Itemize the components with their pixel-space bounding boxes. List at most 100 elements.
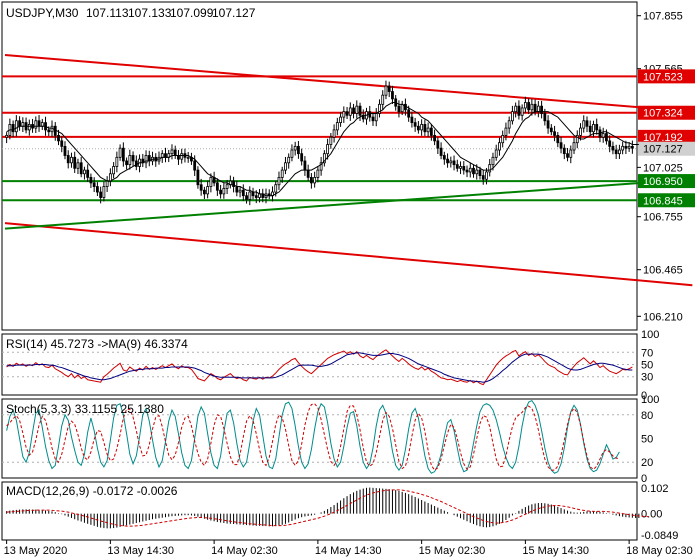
candle-body <box>588 125 592 133</box>
candle-body <box>371 116 375 122</box>
candle-body <box>306 169 310 178</box>
candle-body <box>5 134 9 138</box>
ohlc-low: 107.099 <box>170 6 214 20</box>
candle-body <box>112 166 116 175</box>
candle-body <box>459 166 462 169</box>
candle-body <box>566 153 569 158</box>
candle-body <box>472 167 475 175</box>
candle-body <box>579 127 582 136</box>
candle-body <box>543 113 547 122</box>
candle-body <box>215 182 219 191</box>
price-tick-label: 106.210 <box>643 311 683 323</box>
candle-body <box>553 131 556 136</box>
candle-body <box>416 125 420 131</box>
candle-body <box>400 103 404 113</box>
candle-body <box>96 186 99 193</box>
candle-body <box>21 122 25 127</box>
trendline <box>4 53 693 113</box>
price-tick-label: 106.465 <box>643 265 683 277</box>
candle-body <box>378 103 381 114</box>
time-tick-label: 13 May 2020 <box>4 545 68 557</box>
candle-body <box>494 149 498 158</box>
candle-body <box>186 156 190 159</box>
candle-body <box>332 129 336 138</box>
candle-body <box>131 155 135 162</box>
candle-body <box>206 186 210 195</box>
candle-body <box>284 162 287 171</box>
candle-body <box>575 134 579 144</box>
candle-body <box>125 160 128 166</box>
candle-body <box>595 124 599 131</box>
candle-body <box>481 175 485 180</box>
level-price-label: 106.845 <box>643 195 683 207</box>
candle-body <box>339 116 342 124</box>
candle-body <box>533 103 537 113</box>
candle-body <box>455 164 459 169</box>
candle-body <box>358 105 362 116</box>
candle-body <box>488 164 492 173</box>
macd-signal-line <box>6 489 649 527</box>
candle-body <box>514 105 518 113</box>
ohlc-open: 107.113 <box>86 6 129 20</box>
trendline <box>4 178 693 230</box>
candle-body <box>277 177 281 186</box>
candle-body <box>241 189 245 197</box>
rsi-tick-label: 0 <box>641 390 647 402</box>
candle-body <box>108 173 112 182</box>
candle-body <box>60 140 64 147</box>
candle-body <box>115 156 119 167</box>
candle-body <box>355 105 359 114</box>
candle-body <box>251 191 255 197</box>
candle-body <box>611 145 615 151</box>
candle-body <box>238 189 242 193</box>
candle-body <box>76 162 80 169</box>
candle-body <box>128 155 132 166</box>
candle-body <box>248 191 252 200</box>
candle-body <box>549 127 553 133</box>
candle-body <box>446 158 449 164</box>
candle-body <box>605 133 608 142</box>
candle-body <box>391 91 394 100</box>
candle-body <box>118 147 122 158</box>
candle-body <box>235 186 239 193</box>
rsi-tick-label: 70 <box>641 347 653 359</box>
candle-body <box>429 127 433 136</box>
candle-body <box>209 177 213 187</box>
rsi-tick-label: 100 <box>641 329 659 341</box>
candle-body <box>601 133 605 138</box>
level-price-tag <box>638 105 695 120</box>
candle-body <box>397 105 401 113</box>
rsi-ma-line <box>6 352 633 383</box>
candle-body <box>345 111 349 116</box>
candle-body <box>63 145 67 156</box>
candle-body <box>254 195 258 198</box>
candle-body <box>177 155 180 160</box>
candle-body <box>618 149 621 155</box>
candle-body <box>624 145 628 149</box>
price-pane[interactable]: 107.855107.565107.025106.755106.465106.2… <box>1 1 695 331</box>
candle-body <box>121 147 125 162</box>
candle-body <box>86 169 90 178</box>
price-moving-average <box>6 102 639 197</box>
macd-pane[interactable]: 0.102 0.00 -0.0849 <box>1 481 678 542</box>
candle-body <box>232 180 235 187</box>
candle-body <box>160 153 164 158</box>
candle-body <box>258 193 261 198</box>
time-axis: 13 May 2020 13 May 14:30 14 May 02:30 14 Ma… <box>4 540 693 557</box>
candle-body <box>313 177 317 184</box>
level-price-label: 107.324 <box>643 108 683 120</box>
candle-body <box>297 145 300 155</box>
candle-body <box>352 107 355 114</box>
stoch-pane[interactable]: 100 80 50 20 0 <box>1 394 659 485</box>
price-tick-label: 107.855 <box>643 11 683 23</box>
candle-body <box>413 122 417 127</box>
candle-body <box>329 136 333 145</box>
candle-body <box>66 155 70 164</box>
candle-body <box>410 116 414 124</box>
candle-body <box>374 113 378 122</box>
candle-body <box>465 169 469 173</box>
candle-body <box>70 156 73 164</box>
candle-body <box>520 107 524 116</box>
